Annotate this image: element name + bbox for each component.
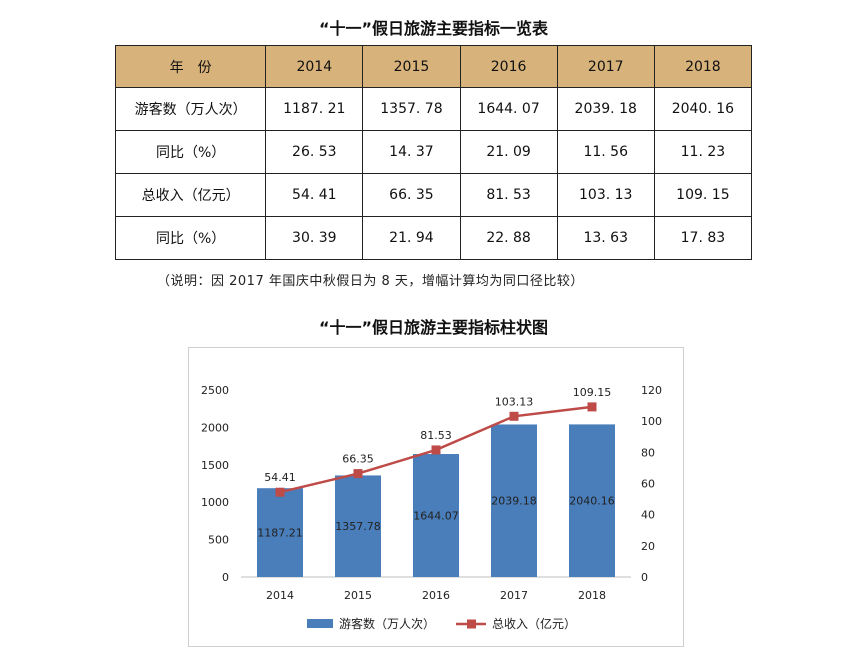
bar (335, 475, 381, 577)
x-tick-label: 2018 (578, 589, 606, 602)
table-cell: 14. 37 (362, 130, 461, 174)
table-row: 同比（%） 26. 53 14. 37 21. 09 11. 56 11. 23 (114, 130, 753, 174)
table-cell: 2040. 16 (653, 87, 753, 131)
y-right-tick-label: 0 (641, 571, 648, 584)
legend-label-bars: 游客数（万人次） (339, 616, 435, 631)
bar (569, 424, 615, 577)
row-label: 总收入（亿元） (114, 173, 267, 217)
header-cell: 2015 (362, 45, 461, 88)
x-tick-label: 2017 (500, 589, 528, 602)
line-point (509, 411, 519, 421)
y-left-tick-label: 2000 (201, 421, 229, 434)
y-right-tick-label: 100 (641, 415, 662, 428)
bar (491, 424, 537, 577)
legend-swatch-marker (467, 619, 476, 629)
line-point (275, 487, 285, 497)
table-cell: 81. 53 (459, 173, 558, 217)
table-cell: 17. 83 (653, 216, 753, 260)
bar (257, 488, 303, 577)
x-tick-label: 2015 (344, 589, 372, 602)
indicator-table: 年 份 2014 2015 2016 2017 2018 游客数（万人次） 11… (114, 45, 753, 260)
header-cell: 2016 (459, 45, 558, 88)
legend-swatch-bars (307, 619, 333, 628)
y-left-tick-label: 1500 (201, 459, 229, 472)
x-tick-label: 2016 (422, 589, 450, 602)
bar-data-label: 2039.18 (491, 495, 537, 508)
y-right-tick-label: 60 (641, 478, 655, 491)
legend-label-line: 总收入（亿元） (492, 616, 576, 631)
bar-data-label: 1644.07 (413, 510, 459, 523)
header-cell: 2017 (556, 45, 655, 88)
bar (413, 454, 459, 577)
y-left-tick-label: 0 (222, 571, 229, 584)
table-cell: 21. 94 (362, 216, 461, 260)
line-point (353, 469, 363, 479)
y-right-tick-label: 40 (641, 509, 655, 522)
table-cell: 26. 53 (265, 130, 364, 174)
table-cell: 66. 35 (362, 173, 461, 217)
header-cell-year: 年 份 (114, 45, 267, 88)
line-point (431, 445, 441, 455)
header-cell: 2018 (653, 45, 753, 88)
line-data-label: 109.15 (573, 386, 612, 399)
line-point (587, 402, 597, 412)
bar-data-label: 1357.78 (335, 520, 381, 533)
y-right-tick-label: 20 (641, 540, 655, 553)
y-left-tick-label: 500 (208, 534, 229, 547)
y-right-tick-label: 120 (641, 384, 662, 397)
table-cell: 103. 13 (556, 173, 655, 217)
table-cell: 1644. 07 (459, 87, 558, 131)
table-cell: 21. 09 (459, 130, 558, 174)
table-title: “十一”假日旅游主要指标一览表 (318, 19, 549, 38)
row-label: 同比（%） (114, 216, 267, 260)
y-right-tick-label: 80 (641, 446, 655, 459)
header-cell: 2014 (265, 45, 364, 88)
chart-frame: 0 500 1000 1500 2000 2500 0 20 40 60 80 100 120 1187.… (188, 347, 684, 647)
y-left-tick-label: 1000 (201, 496, 229, 509)
y-left-tick-label: 2500 (201, 384, 229, 397)
table-cell: 30. 39 (265, 216, 364, 260)
bar-data-label: 2040.16 (569, 495, 615, 508)
line-data-label: 54.41 (264, 471, 296, 484)
table-cell: 13. 63 (556, 216, 655, 260)
table-header-row: 年 份 2014 2015 2016 2017 2018 (114, 45, 753, 88)
x-tick-label: 2014 (266, 589, 294, 602)
row-label: 同比（%） (114, 130, 267, 174)
line-data-label: 103.13 (495, 395, 534, 408)
table-row: 同比（%） 30. 39 21. 94 22. 88 13. 63 17. 83 (114, 216, 753, 260)
table-cell: 11. 56 (556, 130, 655, 174)
table-cell: 22. 88 (459, 216, 558, 260)
line-data-label: 66.35 (342, 453, 374, 466)
combo-chart: 0 500 1000 1500 2000 2500 0 20 40 60 80 100 120 1187.… (201, 384, 662, 631)
table-cell: 11. 23 (653, 130, 753, 174)
chart-title: “十一”假日旅游主要指标柱状图 (318, 318, 549, 337)
table-note: （说明：因 2017 年国庆中秋假日为 8 天，增幅计算均为同口径比较） (157, 274, 584, 289)
row-label: 游客数（万人次） (114, 87, 267, 131)
table-cell: 2039. 18 (556, 87, 655, 131)
table-cell: 54. 41 (265, 173, 364, 217)
line-data-label: 81.53 (420, 429, 452, 442)
bar-data-label: 1187.21 (257, 527, 303, 540)
table-row: 游客数（万人次） 1187. 21 1357. 78 1644. 07 2039… (114, 87, 753, 131)
table-cell: 109. 15 (653, 173, 753, 217)
table-row: 总收入（亿元） 54. 41 66. 35 81. 53 103. 13 109… (114, 173, 753, 217)
table-cell: 1187. 21 (265, 87, 364, 131)
table-cell: 1357. 78 (362, 87, 461, 131)
